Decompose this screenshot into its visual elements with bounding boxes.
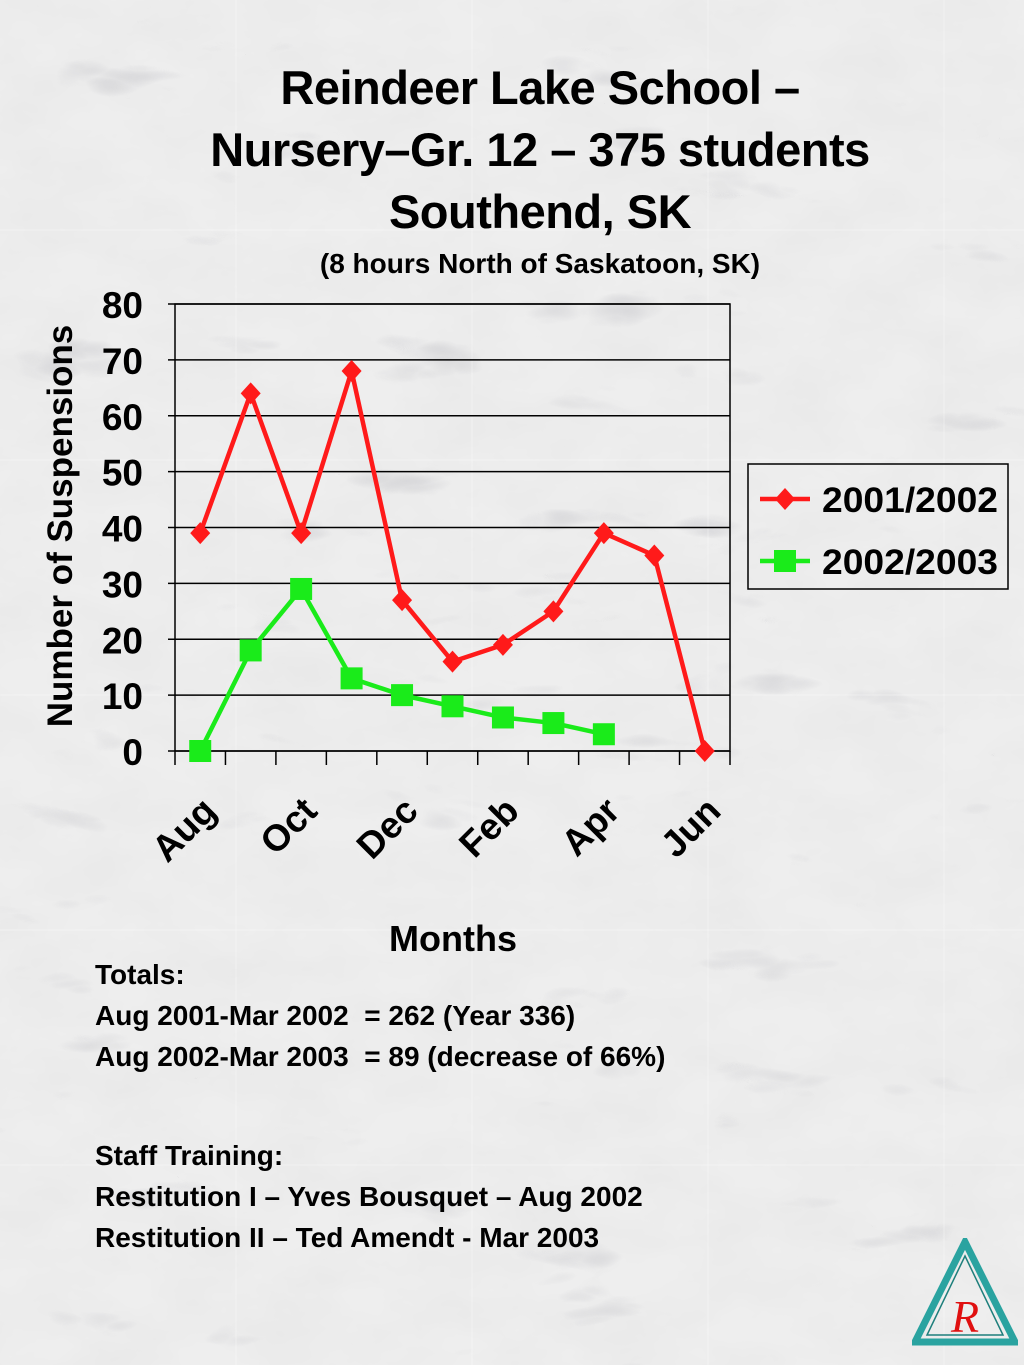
data-point bbox=[644, 544, 665, 567]
y-tick-label: 40 bbox=[102, 509, 143, 550]
data-point bbox=[491, 706, 514, 729]
x-tick-label: Apr bbox=[553, 790, 627, 864]
data-point bbox=[492, 633, 513, 656]
data-point bbox=[592, 723, 615, 746]
data-point bbox=[543, 600, 564, 623]
data-point bbox=[391, 684, 414, 707]
legend-label: 2001/2002 bbox=[822, 481, 998, 520]
y-tick-labels: 0 10 20 30 40 50 60 70 80 bbox=[102, 285, 143, 773]
data-point bbox=[442, 650, 463, 673]
y-tick-label: 80 bbox=[102, 285, 143, 326]
training-line-1: Restitution I – Yves Bousquet – Aug 2002 bbox=[95, 1181, 643, 1212]
training-heading: Staff Training: bbox=[95, 1140, 284, 1171]
data-point bbox=[341, 360, 362, 383]
data-point bbox=[290, 577, 313, 600]
y-axis-label: Number of Suspensions bbox=[41, 325, 80, 728]
logo-letter: R bbox=[950, 1291, 979, 1342]
x-tick-label: Feb bbox=[451, 790, 527, 866]
y-tick-label: 50 bbox=[102, 453, 143, 494]
chart-series bbox=[189, 360, 715, 762]
series-2002/2003 bbox=[189, 577, 615, 762]
chart-gridlines bbox=[174, 303, 731, 752]
data-point bbox=[190, 522, 211, 545]
legend-box bbox=[747, 463, 1009, 590]
data-point bbox=[239, 639, 262, 662]
chart-axes bbox=[168, 303, 731, 765]
totals-line-1: Aug 2001-Mar 2002 = 262 (Year 336) bbox=[95, 1000, 576, 1031]
y-tick-label: 0 bbox=[122, 732, 143, 773]
x-tick-label: Oct bbox=[252, 790, 325, 863]
chart-legend: 2001/2002 2002/2003 bbox=[747, 463, 1009, 590]
legend-marker bbox=[775, 488, 795, 510]
x-tick-labels: Aug Oct Dec Feb Apr Jun bbox=[144, 790, 728, 870]
totals-line-2: Aug 2002-Mar 2003 = 89 (decrease of 66%) bbox=[95, 1041, 666, 1072]
data-point bbox=[694, 740, 715, 762]
legend-marker bbox=[774, 550, 796, 572]
x-tick-label: Aug bbox=[144, 790, 224, 870]
title-line-3: Southend, SK bbox=[388, 185, 692, 238]
y-tick-label: 20 bbox=[102, 620, 143, 661]
y-tick-label: 70 bbox=[102, 341, 143, 382]
legend-label: 2002/2003 bbox=[822, 543, 998, 582]
restitution-triangle-logo: R bbox=[912, 1238, 1018, 1346]
chart-subtitle: (8 hours North of Saskatoon, SK) bbox=[319, 248, 761, 279]
data-point bbox=[593, 522, 614, 545]
data-point bbox=[392, 589, 413, 612]
data-point bbox=[240, 382, 261, 405]
totals-heading: Totals: bbox=[95, 959, 185, 990]
y-tick-label: 10 bbox=[102, 676, 143, 717]
data-point bbox=[441, 695, 464, 718]
x-axis-label: Months bbox=[389, 918, 517, 959]
data-point bbox=[542, 712, 565, 735]
y-tick-label: 30 bbox=[102, 564, 143, 605]
training-line-2: Restitution II – Ted Amendt - Mar 2003 bbox=[95, 1222, 600, 1253]
series-2001/2002 bbox=[190, 360, 715, 762]
x-tick-label: Dec bbox=[349, 790, 426, 867]
data-point bbox=[189, 740, 212, 762]
data-point bbox=[340, 667, 363, 690]
title-line-1: Reindeer Lake School – bbox=[280, 61, 800, 114]
title-line-2: Nursery–Gr. 12 – 375 students bbox=[210, 123, 870, 176]
x-tick-label: Jun bbox=[653, 790, 729, 866]
data-point bbox=[291, 522, 312, 545]
y-tick-label: 60 bbox=[102, 397, 143, 438]
series-line bbox=[198, 368, 707, 752]
